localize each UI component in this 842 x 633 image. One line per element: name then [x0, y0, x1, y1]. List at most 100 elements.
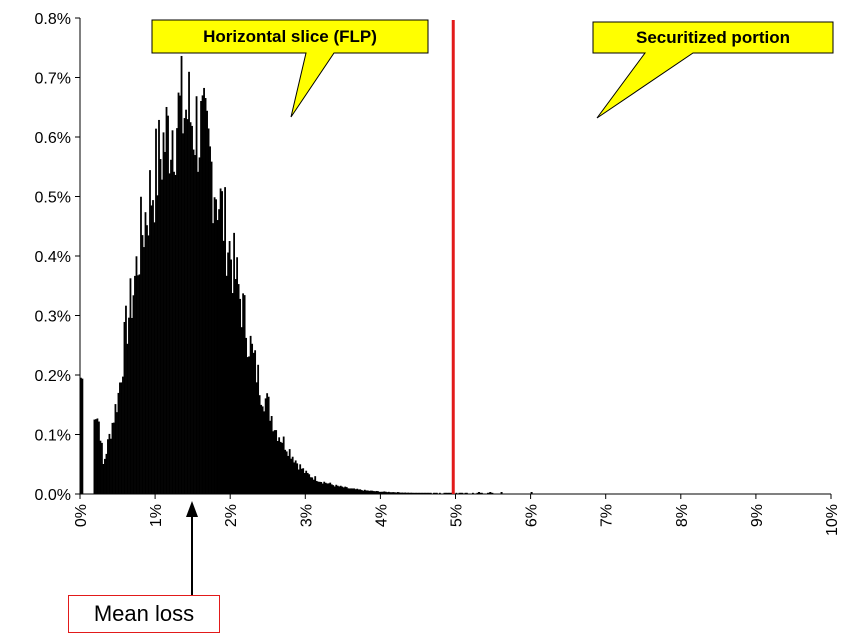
x-tick-label: 6%: [524, 504, 541, 527]
histogram-bar: [356, 488, 359, 494]
histogram-bar: [243, 295, 246, 494]
mean-loss-arrow: [186, 501, 198, 597]
x-tick-label: 7%: [599, 504, 616, 527]
histogram-bar: [123, 321, 126, 494]
histogram-bar: [266, 393, 269, 494]
histogram-bar: [171, 130, 174, 494]
histogram-bar: [99, 440, 102, 494]
x-tick-label: 0%: [73, 504, 90, 527]
histogram-bar: [317, 481, 320, 494]
histogram-bar: [324, 482, 327, 494]
histogram-bar: [383, 491, 386, 494]
histogram-bar: [351, 488, 354, 494]
histogram-bar: [245, 337, 248, 494]
histogram-bar: [147, 235, 150, 494]
histogram-bar: [369, 490, 372, 494]
histogram-bar: [476, 492, 479, 494]
histogram-bar: [263, 411, 266, 494]
histogram-bar: [392, 492, 395, 494]
histogram-bar: [279, 441, 282, 494]
histogram-bar: [162, 132, 165, 494]
histogram-bar: [255, 382, 258, 494]
x-axis-ticks: 0% 1% 2% 3% 4% 5% 6% 7% 8% 9% 10%: [73, 494, 841, 536]
histogram-bar: [222, 240, 225, 494]
histogram-bar: [141, 235, 144, 495]
histogram-bar: [294, 460, 297, 494]
histogram-bar: [321, 483, 324, 494]
histogram-bar: [377, 491, 380, 494]
histogram-bar: [233, 232, 236, 494]
histogram-bar: [296, 463, 299, 494]
histogram-bar: [113, 422, 115, 494]
histogram-bar: [335, 484, 338, 494]
y-tick-label: 0.1%: [35, 428, 71, 445]
histogram-bar: [309, 477, 312, 494]
histogram-bar: [366, 490, 369, 494]
histogram-bar: [333, 486, 336, 494]
histogram-bar: [332, 485, 335, 494]
histogram-bar: [186, 119, 189, 495]
callout-sec-shape: [592, 21, 834, 119]
histogram-bar: [320, 481, 323, 494]
histogram-bar: [165, 106, 168, 495]
histogram-bar: [204, 98, 207, 494]
histogram-bar: [164, 151, 166, 495]
histogram-bar: [267, 396, 270, 494]
histogram-bar: [102, 463, 105, 494]
histogram-bar: [308, 474, 311, 494]
histogram-bar: [487, 492, 489, 494]
histogram-bar: [119, 382, 121, 494]
histogram-bar: [354, 489, 357, 494]
histogram-bar: [350, 488, 353, 494]
histogram-bar: [530, 492, 533, 494]
histogram-bar: [93, 419, 96, 494]
histogram-bar: [466, 492, 468, 494]
histogram-bar: [180, 55, 183, 494]
histogram-bar: [201, 95, 204, 494]
histogram-bar: [224, 187, 226, 494]
histogram-bar: [429, 492, 432, 494]
mean-loss-label: Mean loss: [68, 595, 220, 633]
x-tick-label: 4%: [373, 504, 390, 527]
callout-securitized-portion: Securitized portion: [592, 21, 834, 119]
histogram-bar: [231, 293, 234, 494]
histogram-bar: [306, 472, 309, 494]
histogram-bar: [272, 431, 275, 494]
histogram-bar: [137, 275, 139, 494]
histogram-bar: [192, 149, 195, 495]
histogram-bar: [341, 486, 344, 494]
histogram-bar: [348, 488, 351, 494]
histogram-bar: [347, 488, 350, 494]
histogram-bar: [408, 492, 411, 494]
histogram-bar: [126, 343, 129, 494]
histogram-bar: [212, 223, 214, 494]
histogram-bar: [216, 220, 219, 494]
histogram-bar: [248, 356, 251, 494]
histogram-bar: [411, 492, 414, 494]
histogram-bar: [386, 492, 389, 494]
histogram-bar: [183, 118, 186, 494]
histogram-bar: [140, 196, 142, 494]
histogram-bar: [200, 101, 202, 494]
histogram-bar: [143, 247, 145, 494]
histogram-bar: [120, 382, 123, 494]
histogram-bar: [257, 364, 260, 494]
x-tick-label: 9%: [749, 504, 766, 527]
histogram-bar: [117, 392, 120, 494]
histogram-bar: [422, 492, 425, 494]
histogram-bar: [108, 433, 111, 494]
histogram-bar: [287, 455, 290, 494]
x-tick-label: 5%: [449, 504, 466, 527]
histogram-bar: [491, 492, 494, 494]
histogram-bar: [312, 479, 315, 494]
histogram-bar: [153, 222, 156, 494]
histogram-bar: [405, 492, 408, 494]
histogram-bar: [381, 491, 384, 494]
histogram-bar: [270, 416, 273, 494]
histogram-bar: [303, 473, 306, 494]
histogram-bar: [284, 449, 287, 494]
x-tick-label: 10%: [824, 504, 841, 536]
histogram-bar: [254, 350, 257, 494]
histogram-bar: [189, 122, 192, 494]
histogram-bar: [338, 486, 341, 494]
